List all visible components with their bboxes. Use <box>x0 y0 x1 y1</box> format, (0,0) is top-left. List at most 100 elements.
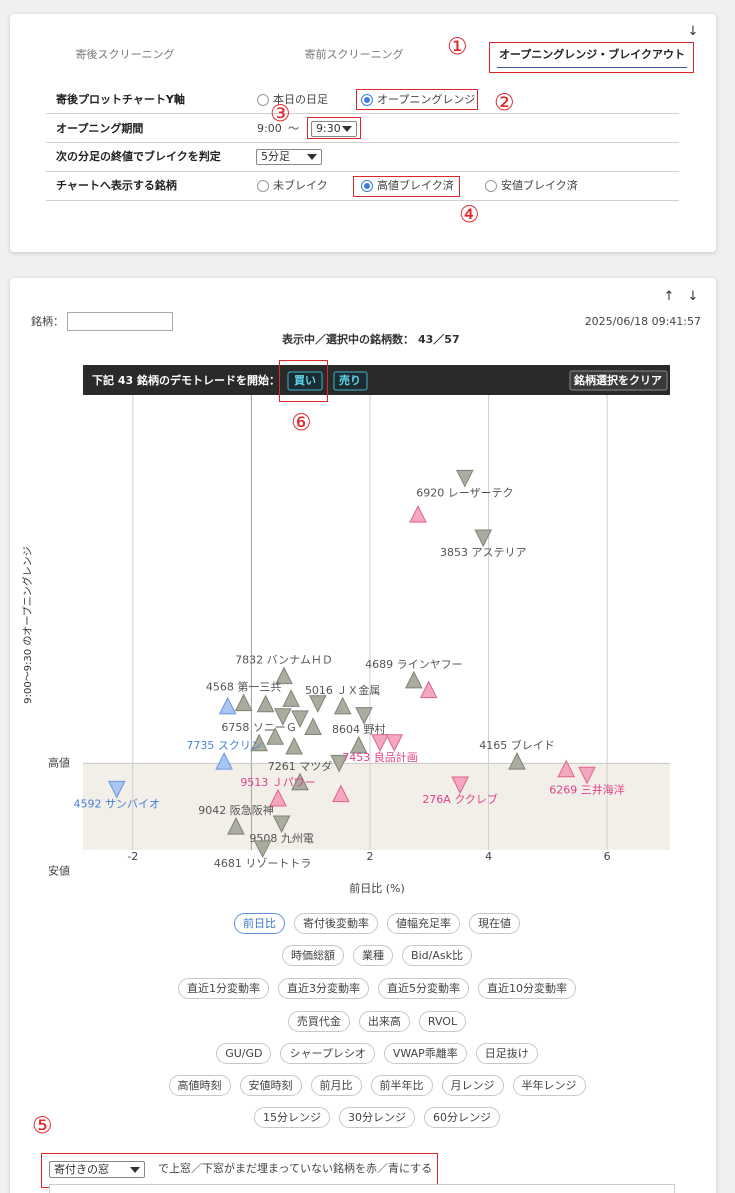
point-label[interactable]: 4681 リゾートトラ <box>214 857 312 870</box>
metric-button[interactable]: 直近5分変動率 <box>378 978 469 999</box>
stock-point[interactable] <box>215 752 233 770</box>
metric-button[interactable]: VWAP乖離率 <box>383 1043 467 1064</box>
stock-point[interactable] <box>256 694 275 713</box>
metric-button[interactable]: 半年レンジ <box>512 1075 586 1096</box>
point-label[interactable]: 276A ククレブ <box>422 792 498 806</box>
clear-button[interactable] <box>569 370 668 391</box>
stock-point[interactable] <box>508 752 526 770</box>
metric-button[interactable]: 売買代金 <box>287 1011 350 1032</box>
metric-button[interactable]: 出来高 <box>358 1011 410 1032</box>
metric-button[interactable]: 高値時刻 <box>168 1075 231 1096</box>
metric-button[interactable]: 月レンジ <box>441 1075 504 1096</box>
scroll-arrow[interactable]: ↓ <box>687 289 699 304</box>
stock-point[interactable] <box>371 734 389 752</box>
stock-point[interactable] <box>456 469 474 488</box>
buy-button-label[interactable]: 買い <box>294 374 316 387</box>
metric-button[interactable]: 現在値 <box>469 913 520 934</box>
stock-point[interactable] <box>349 735 368 754</box>
radio-label[interactable]: 高値ブレイク済 <box>377 179 454 192</box>
stock-point[interactable] <box>291 710 309 729</box>
metric-button[interactable]: 15分レンジ <box>254 1107 330 1128</box>
metric-button[interactable]: 直近3分変動率 <box>278 978 369 999</box>
metric-button[interactable]: 30分レンジ <box>339 1107 415 1128</box>
point-label[interactable]: 7261 マツダ <box>268 759 333 773</box>
radio-label[interactable]: オープニングレンジ <box>377 93 476 106</box>
metric-button[interactable]: 直近1分変動率 <box>178 978 269 999</box>
point-label[interactable]: 3853 アステリア <box>440 546 527 559</box>
tab[interactable]: 寄後スクリーニング <box>75 48 175 61</box>
stock-point[interactable] <box>385 734 404 752</box>
stock-point[interactable] <box>234 693 253 712</box>
stock-point[interactable] <box>269 788 287 807</box>
radio-label[interactable]: 本日の日足 <box>273 93 328 106</box>
point-label[interactable]: 4592 サンバイオ <box>74 797 161 810</box>
point-label[interactable]: 6920 レーザーテク <box>416 486 513 499</box>
metric-button[interactable]: 前日比 <box>234 913 285 934</box>
metric-button[interactable]: 日足抜け <box>475 1043 538 1064</box>
stock-point[interactable] <box>275 666 293 685</box>
metric-button[interactable]: 直近10分変動率 <box>478 978 576 999</box>
radio-button[interactable] <box>361 180 373 192</box>
stock-point[interactable] <box>333 696 352 715</box>
stock-point[interactable] <box>285 736 303 755</box>
stock-point[interactable] <box>272 815 291 834</box>
stock-point[interactable] <box>253 840 272 859</box>
stock-point[interactable] <box>227 817 245 835</box>
search-input[interactable] <box>67 312 173 331</box>
point-label[interactable]: 8604 野村 <box>332 722 386 736</box>
stock-point[interactable] <box>304 717 322 735</box>
metric-button[interactable]: Bid/Ask比 <box>402 945 472 966</box>
sell-button[interactable] <box>333 371 368 391</box>
scroll-arrow[interactable]: ↓ <box>687 24 699 39</box>
metric-button[interactable]: 前半年比 <box>370 1075 433 1096</box>
stock-point[interactable] <box>419 680 438 699</box>
stock-point[interactable] <box>474 529 493 548</box>
radio-label[interactable]: 未ブレイク <box>273 179 328 192</box>
metric-button[interactable]: 60分レンジ <box>424 1107 500 1128</box>
stock-point[interactable] <box>250 733 268 752</box>
radio-button[interactable] <box>257 180 269 192</box>
radio-button[interactable] <box>361 94 373 106</box>
select-box[interactable]: 5分足 <box>256 149 322 165</box>
stock-point[interactable] <box>332 784 350 803</box>
stock-point[interactable] <box>578 766 596 785</box>
sell-button-label[interactable]: 売り <box>339 373 361 387</box>
tab[interactable]: 寄前スクリーニング <box>304 48 404 61</box>
stock-point[interactable] <box>557 759 576 778</box>
radio-button[interactable] <box>257 94 269 106</box>
tab[interactable]: オープニングレンジ・ブレイクアウト <box>498 48 686 61</box>
metric-button[interactable]: 業種 <box>353 945 394 966</box>
buy-button[interactable] <box>287 371 323 391</box>
stock-point[interactable] <box>291 772 309 791</box>
point-label[interactable]: 4568 第一三共 <box>206 680 282 694</box>
stock-point[interactable] <box>330 754 348 773</box>
stock-point[interactable] <box>405 670 423 689</box>
stock-point[interactable] <box>274 708 292 726</box>
metric-button[interactable]: シャープレシオ <box>280 1043 375 1064</box>
point-label[interactable]: 7832 バンナムＨＤ <box>235 654 333 667</box>
point-label[interactable]: 6269 三井海洋 <box>549 782 625 796</box>
metric-button[interactable]: 安値時刻 <box>239 1075 302 1096</box>
metric-button[interactable]: GU/GD <box>216 1043 272 1064</box>
select-box[interactable]: 9:30 <box>311 121 357 137</box>
point-label[interactable]: 4165 ブレイド <box>479 738 555 752</box>
stock-point[interactable] <box>308 695 327 713</box>
point-label[interactable]: 9513 Ｊパワー <box>240 776 316 789</box>
point-label[interactable]: 4689 ラインヤフー <box>365 658 463 671</box>
point-label[interactable]: 9042 阪急阪神 <box>198 803 274 817</box>
select-box[interactable]: 寄付きの窓 <box>49 1161 145 1178</box>
stock-point[interactable] <box>282 689 300 707</box>
metric-button[interactable]: 時価総額 <box>282 945 345 966</box>
stock-point[interactable] <box>355 707 373 725</box>
metric-button[interactable]: RVOL <box>418 1011 467 1032</box>
scroll-arrow[interactable]: ↑ <box>663 289 675 304</box>
stock-point[interactable] <box>218 696 237 715</box>
point-label[interactable]: 6758 ソニーＧ <box>221 721 297 734</box>
stock-point[interactable] <box>451 776 469 795</box>
stock-point[interactable] <box>107 780 126 799</box>
metric-button[interactable]: 値幅充足率 <box>387 913 460 934</box>
metric-button[interactable]: 寄付後変動率 <box>294 913 378 934</box>
point-label[interactable]: 5016 ＪＸ金属 <box>305 683 381 697</box>
stock-point[interactable] <box>409 505 427 523</box>
point-label[interactable]: 7453 良品計画 <box>342 750 418 764</box>
